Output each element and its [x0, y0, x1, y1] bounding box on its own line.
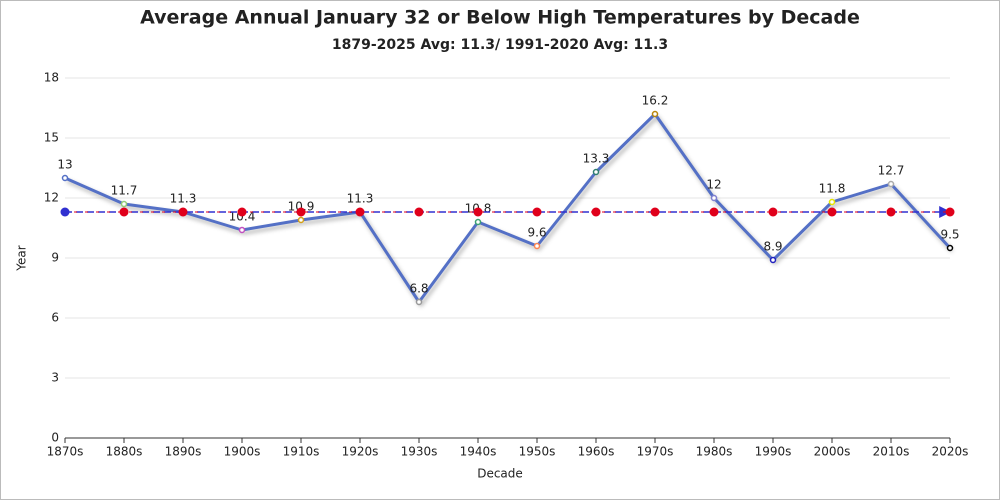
chart-subtitle: 1879-2025 Avg: 11.3/ 1991-2020 Avg: 11.3 [332, 37, 668, 53]
data-point [120, 200, 128, 208]
chart-title: Average Annual January 32 or Below High … [140, 7, 860, 29]
data-point [710, 194, 718, 202]
average-point [591, 207, 601, 217]
average-point [768, 207, 778, 217]
data-label: 12.7 [878, 164, 905, 178]
x-tick-label: 1880s [106, 445, 143, 459]
average-point [60, 207, 70, 217]
average-point [237, 207, 247, 217]
average-point [296, 207, 306, 217]
data-point [592, 168, 600, 176]
average-point [650, 207, 660, 217]
data-label: 9.5 [940, 228, 959, 242]
y-tick-label: 3 [51, 371, 59, 385]
data-point [297, 216, 305, 224]
data-label: 13 [57, 158, 72, 172]
x-tick-label: 1940s [460, 445, 497, 459]
data-label: 11.7 [111, 184, 138, 198]
x-tick-label: 1960s [578, 445, 615, 459]
y-axis-label: Year [15, 245, 29, 271]
data-label: 9.6 [527, 226, 546, 240]
y-tick-label: 12 [44, 191, 59, 205]
data-label: 13.3 [583, 152, 610, 166]
data-point [533, 242, 541, 250]
data-label: 10.9 [288, 200, 315, 214]
data-point [238, 226, 246, 234]
x-tick-label: 1950s [519, 445, 556, 459]
average-point [355, 207, 365, 217]
data-point [415, 298, 423, 306]
y-tick-label: 6 [51, 311, 59, 325]
average-point [119, 207, 129, 217]
average-point [709, 207, 719, 217]
data-label: 16.2 [642, 94, 669, 108]
average-point [178, 207, 188, 217]
data-label: 11.8 [819, 182, 846, 196]
x-axis-label: Decade [477, 467, 523, 481]
data-label: 12 [706, 178, 721, 192]
data-label: 6.8 [409, 282, 428, 296]
data-label: 11.3 [347, 192, 374, 206]
data-point [474, 218, 482, 226]
x-tick-label: 1870s [47, 445, 84, 459]
x-tick-label: 2000s [814, 445, 851, 459]
data-line [64, 112, 952, 304]
x-tick-label: 2010s [873, 445, 910, 459]
data-point [887, 180, 895, 188]
x-tick-label: 2020s [932, 445, 969, 459]
x-tick-label: 1980s [696, 445, 733, 459]
y-tick-label: 9 [51, 251, 59, 265]
data-point [769, 256, 777, 264]
average-point [473, 207, 483, 217]
data-label: 11.3 [170, 192, 197, 206]
x-tick-label: 1910s [283, 445, 320, 459]
y-tick-label: 0 [51, 431, 59, 445]
average-point [886, 207, 896, 217]
y-tick-label: 15 [44, 131, 59, 145]
average-point [414, 207, 424, 217]
data-label: 8.9 [763, 240, 782, 254]
data-point [828, 198, 836, 206]
x-tick-label: 1930s [401, 445, 438, 459]
average-point [945, 207, 955, 217]
x-tick-label: 1900s [224, 445, 261, 459]
data-point [61, 174, 69, 182]
x-tick-label: 1970s [637, 445, 674, 459]
data-point [651, 110, 659, 118]
y-tick-label: 18 [44, 71, 59, 85]
average-point [532, 207, 542, 217]
average-point [827, 207, 837, 217]
data-point [946, 244, 954, 252]
x-tick-label: 1890s [165, 445, 202, 459]
x-tick-label: 1990s [755, 445, 792, 459]
x-tick-label: 1920s [342, 445, 379, 459]
